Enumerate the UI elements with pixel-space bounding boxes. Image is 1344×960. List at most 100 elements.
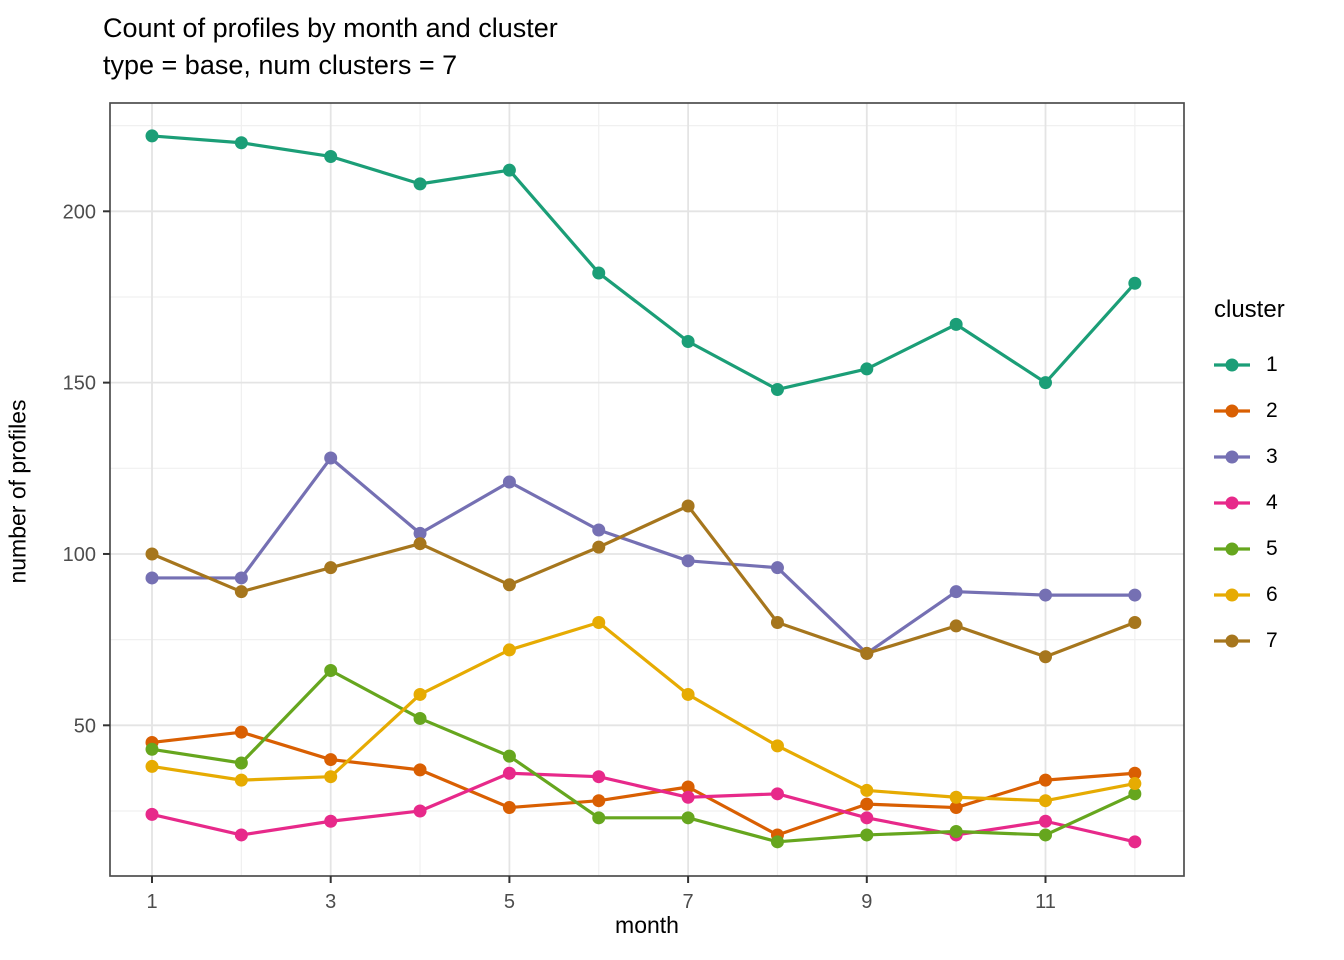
x-tick-label: 9 [861, 891, 872, 913]
legend-key-point [1225, 496, 1239, 510]
legend-item-6: 6 [1212, 572, 1342, 618]
series-point-1 [413, 177, 427, 191]
y-tick-label: 200 [63, 201, 96, 223]
series-point-5 [592, 811, 606, 825]
legend-key-point [1225, 634, 1239, 648]
series-point-1 [681, 335, 695, 349]
series-line-3 [150, 456, 1137, 655]
series-point-5 [234, 756, 248, 770]
series-point-1 [592, 266, 606, 280]
series-point-3 [1039, 588, 1052, 602]
legend-item-label: 2 [1266, 399, 1278, 422]
legend-key-point [1225, 588, 1239, 602]
legend-item-2: 2 [1212, 388, 1342, 434]
series-point-6 [1039, 794, 1052, 808]
panel-border [109, 102, 1185, 877]
series-point-4 [1039, 814, 1052, 828]
legend-key-point [1225, 404, 1239, 418]
series-line-5 [150, 668, 1137, 844]
series-point-7 [592, 540, 606, 554]
series-point-1 [949, 317, 963, 331]
series-point-1 [324, 149, 338, 163]
series-point-2 [860, 797, 874, 811]
series-point-3 [681, 554, 695, 568]
series-point-2 [324, 753, 338, 767]
series-point-3 [502, 475, 516, 489]
title-block: Count of profiles by month and cluster t… [103, 10, 558, 84]
legend-item-label: 3 [1266, 445, 1278, 468]
series-point-1 [1039, 376, 1052, 390]
x-tick-label: 1 [146, 891, 157, 913]
series-point-3 [1128, 588, 1142, 602]
series-point-2 [1039, 773, 1052, 787]
legend-key-icon [1214, 404, 1250, 418]
series-point-6 [413, 687, 427, 701]
series-point-3 [324, 451, 338, 465]
series-point-6 [1128, 777, 1142, 791]
legend-key-point [1225, 450, 1239, 464]
series-point-5 [413, 711, 427, 725]
series-point-4 [770, 787, 784, 801]
series-point-4 [860, 811, 874, 825]
legend-item-7: 7 [1212, 618, 1342, 664]
series-point-2 [949, 801, 963, 815]
legend-item-5: 5 [1212, 526, 1342, 572]
series-point-3 [413, 526, 427, 540]
series-point-7 [324, 561, 338, 575]
series-point-6 [145, 759, 159, 773]
series-point-2 [592, 794, 606, 808]
chart-subtitle: type = base, num clusters = 7 [103, 50, 458, 80]
y-tick-label: 100 [63, 544, 96, 566]
series-point-6 [770, 739, 784, 753]
series-point-7 [770, 616, 784, 630]
series-point-1 [860, 362, 874, 376]
series-point-5 [502, 749, 516, 763]
series-point-3 [145, 571, 159, 585]
legend-item-label: 4 [1266, 491, 1278, 514]
series-point-5 [1039, 828, 1052, 842]
legend-key-icon [1214, 634, 1250, 648]
series-line-1 [150, 134, 1137, 392]
y-tick-label: 50 [74, 715, 96, 737]
series-point-6 [949, 790, 963, 804]
series-point-6 [502, 643, 516, 657]
x-axis-title: month [615, 912, 679, 938]
series-point-7 [1128, 616, 1142, 630]
series-line-2 [150, 730, 1137, 837]
series-point-5 [681, 811, 695, 825]
series-point-3 [770, 561, 784, 575]
series-point-2 [413, 763, 427, 777]
series-point-4 [234, 828, 248, 842]
legend-key-point [1225, 358, 1239, 372]
legend-items: 1 2 3 4 5 6 7 [1212, 342, 1342, 664]
series-point-3 [592, 523, 606, 537]
series-point-7 [681, 499, 695, 513]
series-point-5 [324, 663, 338, 677]
legend-key-icon [1214, 496, 1250, 510]
series-point-1 [502, 163, 516, 177]
series-point-1 [145, 129, 159, 143]
series-point-7 [502, 578, 516, 592]
series-point-2 [502, 801, 516, 815]
legend-key-icon [1214, 588, 1250, 602]
legend-item-label: 5 [1266, 537, 1278, 560]
legend-key-point [1225, 542, 1239, 556]
series-point-4 [145, 807, 159, 821]
series-point-7 [1039, 650, 1052, 664]
series-point-4 [681, 790, 695, 804]
series-point-3 [234, 571, 248, 585]
series-line-7 [150, 504, 1137, 659]
series-point-5 [770, 835, 784, 849]
series-point-6 [681, 687, 695, 701]
legend-item-label: 1 [1266, 353, 1278, 376]
series-point-4 [1128, 835, 1142, 849]
series-point-3 [949, 585, 963, 599]
legend-item-4: 4 [1212, 480, 1342, 526]
legend-key-icon [1214, 358, 1250, 372]
legend-title: cluster [1214, 296, 1285, 323]
series-point-4 [324, 814, 338, 828]
series-point-4 [502, 766, 516, 780]
series-point-6 [324, 770, 338, 784]
